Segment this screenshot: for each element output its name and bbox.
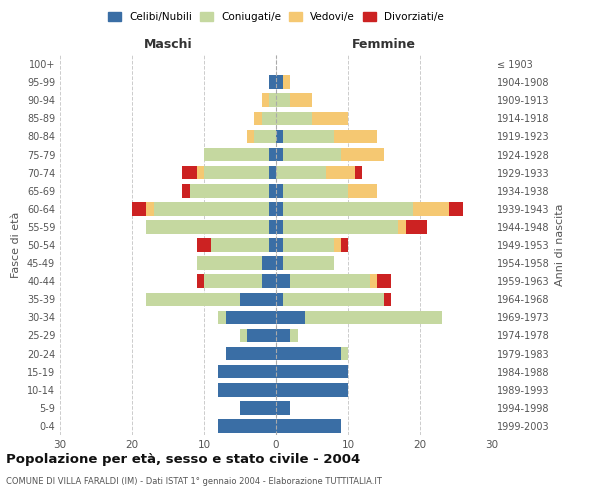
Bar xyxy=(348,184,377,198)
Bar xyxy=(211,238,269,252)
Bar xyxy=(276,347,341,360)
Bar xyxy=(254,112,262,125)
Bar xyxy=(406,220,427,234)
Bar xyxy=(262,112,276,125)
Bar xyxy=(182,184,190,198)
Bar xyxy=(276,238,283,252)
Bar xyxy=(334,238,341,252)
Bar xyxy=(290,328,298,342)
Bar xyxy=(341,238,348,252)
Bar xyxy=(276,130,283,143)
Bar xyxy=(218,310,226,324)
Bar xyxy=(269,220,276,234)
Bar xyxy=(276,220,283,234)
Bar xyxy=(197,256,262,270)
Bar xyxy=(449,202,463,215)
Bar xyxy=(204,274,262,288)
Bar xyxy=(218,383,276,396)
Bar xyxy=(276,166,326,179)
Text: Popolazione per età, sesso e stato civile - 2004: Popolazione per età, sesso e stato civil… xyxy=(6,452,360,466)
Bar xyxy=(341,148,384,162)
Bar xyxy=(276,328,290,342)
Bar xyxy=(283,256,334,270)
Bar xyxy=(276,274,290,288)
Bar xyxy=(283,292,384,306)
Bar xyxy=(276,94,290,107)
Bar xyxy=(247,130,254,143)
Bar xyxy=(269,184,276,198)
Bar xyxy=(276,401,290,414)
Bar xyxy=(240,292,276,306)
Text: Maschi: Maschi xyxy=(143,38,193,52)
Y-axis label: Fasce di età: Fasce di età xyxy=(11,212,21,278)
Bar xyxy=(276,310,305,324)
Bar xyxy=(384,292,391,306)
Bar xyxy=(355,166,362,179)
Bar xyxy=(182,166,197,179)
Legend: Celibi/Nubili, Coniugati/e, Vedovi/e, Divorziati/e: Celibi/Nubili, Coniugati/e, Vedovi/e, Di… xyxy=(104,8,448,26)
Bar xyxy=(276,148,283,162)
Bar xyxy=(269,148,276,162)
Bar xyxy=(276,112,312,125)
Bar xyxy=(283,184,348,198)
Bar xyxy=(283,220,398,234)
Bar xyxy=(276,365,348,378)
Bar xyxy=(283,238,334,252)
Bar xyxy=(240,401,276,414)
Bar xyxy=(269,94,276,107)
Bar xyxy=(262,256,276,270)
Bar xyxy=(254,130,276,143)
Bar xyxy=(197,274,204,288)
Bar xyxy=(276,419,341,432)
Bar xyxy=(269,166,276,179)
Bar xyxy=(326,166,355,179)
Bar xyxy=(269,202,276,215)
Bar xyxy=(262,274,276,288)
Bar xyxy=(398,220,406,234)
Y-axis label: Anni di nascita: Anni di nascita xyxy=(555,204,565,286)
Bar xyxy=(305,310,442,324)
Bar xyxy=(269,76,276,89)
Bar xyxy=(154,202,269,215)
Bar xyxy=(276,383,348,396)
Bar xyxy=(413,202,449,215)
Bar xyxy=(283,202,413,215)
Bar xyxy=(146,220,269,234)
Bar xyxy=(197,166,204,179)
Bar xyxy=(146,292,240,306)
Bar xyxy=(312,112,348,125)
Bar xyxy=(204,166,269,179)
Text: Femmine: Femmine xyxy=(352,38,416,52)
Bar xyxy=(269,238,276,252)
Bar xyxy=(218,419,276,432)
Bar xyxy=(283,130,334,143)
Bar xyxy=(290,274,370,288)
Bar xyxy=(334,130,377,143)
Bar xyxy=(226,310,276,324)
Bar xyxy=(226,347,276,360)
Bar xyxy=(247,328,276,342)
Bar xyxy=(276,292,283,306)
Bar xyxy=(197,238,211,252)
Bar xyxy=(290,94,312,107)
Bar xyxy=(262,94,269,107)
Bar xyxy=(276,184,283,198)
Bar xyxy=(283,148,341,162)
Bar xyxy=(146,202,154,215)
Bar xyxy=(276,76,283,89)
Bar xyxy=(218,365,276,378)
Bar xyxy=(341,347,348,360)
Bar xyxy=(132,202,146,215)
Bar xyxy=(283,76,290,89)
Bar xyxy=(190,184,269,198)
Bar xyxy=(276,202,283,215)
Bar xyxy=(276,256,283,270)
Bar xyxy=(377,274,391,288)
Text: COMUNE DI VILLA FARALDI (IM) - Dati ISTAT 1° gennaio 2004 - Elaborazione TUTTITA: COMUNE DI VILLA FARALDI (IM) - Dati ISTA… xyxy=(6,478,382,486)
Bar xyxy=(370,274,377,288)
Bar xyxy=(240,328,247,342)
Bar xyxy=(204,148,269,162)
